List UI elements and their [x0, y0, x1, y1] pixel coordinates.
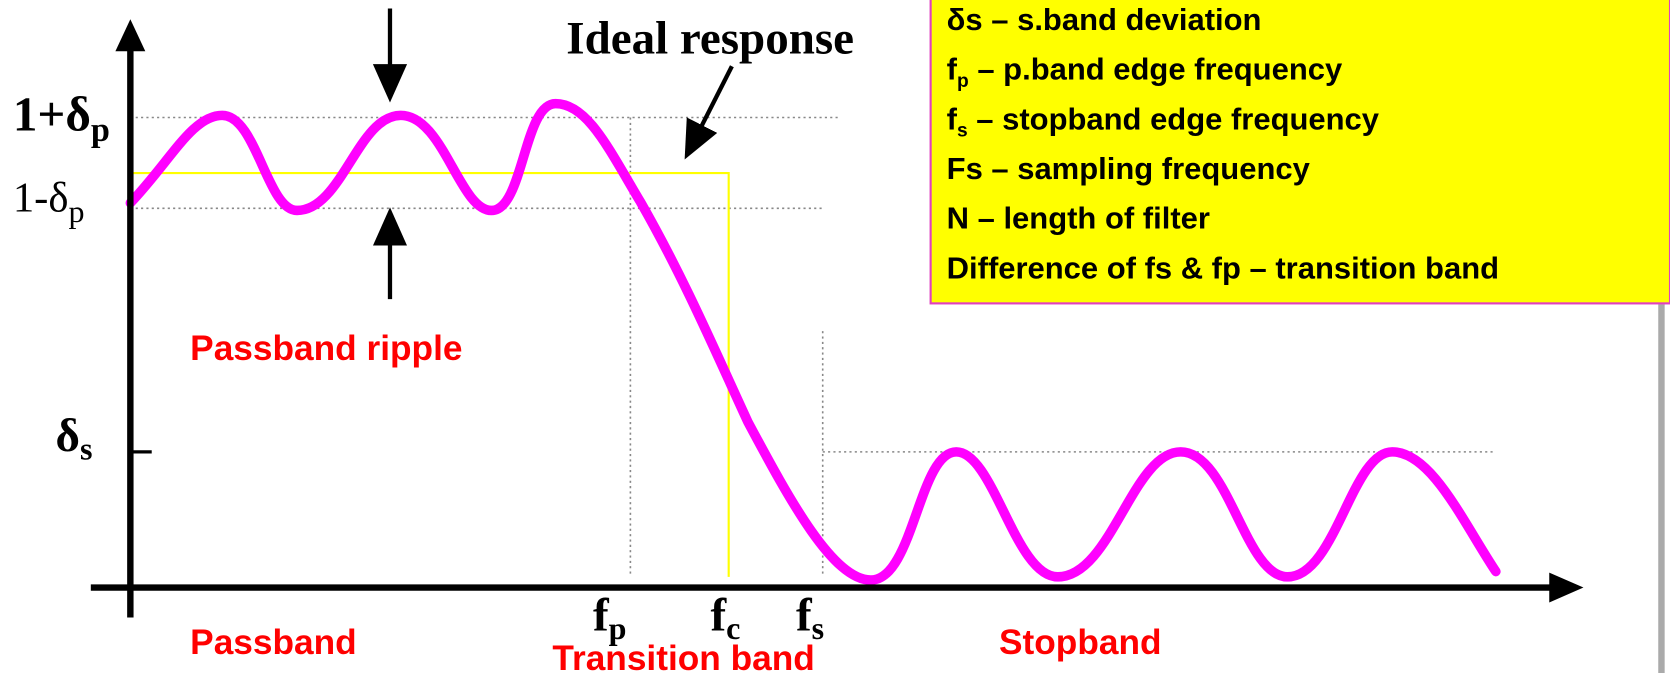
arrow-head — [115, 19, 146, 52]
legend-symbol: f — [947, 52, 958, 87]
label-sub: c — [726, 610, 740, 646]
x-label: fp — [593, 589, 626, 646]
label-sub: p — [609, 610, 627, 646]
legend-symbol: f — [947, 101, 958, 136]
ideal-label: Ideal response — [566, 12, 854, 64]
x-label: fs — [796, 589, 824, 646]
legend-sub: p — [957, 71, 969, 92]
label-sub: s — [812, 610, 824, 646]
label-sub: p — [91, 112, 110, 149]
label-main: 1+δ — [13, 86, 91, 141]
arrow-head — [1549, 572, 1584, 603]
legend-text: – stopband edge frequency — [968, 101, 1380, 136]
legend-text: δs – s.band deviation — [947, 2, 1262, 37]
label-sub: s — [80, 430, 92, 466]
label-main: f — [796, 589, 813, 641]
x-label: fc — [711, 589, 741, 646]
y-label: 1+δp — [13, 86, 110, 149]
legend-item: δs – s.band deviation — [947, 2, 1262, 37]
region-label: Transition band — [552, 639, 814, 673]
legend-item: N – length of filter — [947, 201, 1210, 236]
legend-box — [929, 0, 1670, 305]
legend-item: Difference of fs & fp – transition band — [947, 250, 1499, 285]
label-sub: p — [69, 193, 85, 229]
label-main: δ — [56, 410, 80, 462]
region-label: Stopband — [999, 623, 1162, 662]
legend-text: N – length of filter — [947, 201, 1210, 236]
legend-sub: s — [957, 121, 968, 142]
ripple-label: Passband ripple — [190, 329, 462, 368]
response-curve — [125, 98, 1501, 585]
y-label: δs — [56, 410, 93, 467]
legend-text: Fs – sampling frequency — [947, 151, 1311, 186]
label-main: f — [711, 589, 728, 641]
arrow — [684, 65, 734, 160]
label-main: 1-δ — [13, 175, 69, 222]
legend-item: fp – p.band edge frequency — [947, 52, 1343, 92]
legend: δs – s.band deviation fp – p.band edge fr… — [947, 2, 1499, 285]
region-label: Passband — [190, 623, 357, 662]
ideal-response — [130, 171, 730, 577]
legend-item: fs – stopband edge frequency — [947, 101, 1380, 141]
y-label: 1-δp — [13, 175, 85, 230]
legend-item: Fs – sampling frequency — [947, 151, 1311, 186]
legend-text: – p.band edge frequency — [969, 52, 1343, 87]
legend-text: Difference of fs & fp – transition band — [947, 250, 1499, 285]
label-main: f — [593, 589, 610, 641]
